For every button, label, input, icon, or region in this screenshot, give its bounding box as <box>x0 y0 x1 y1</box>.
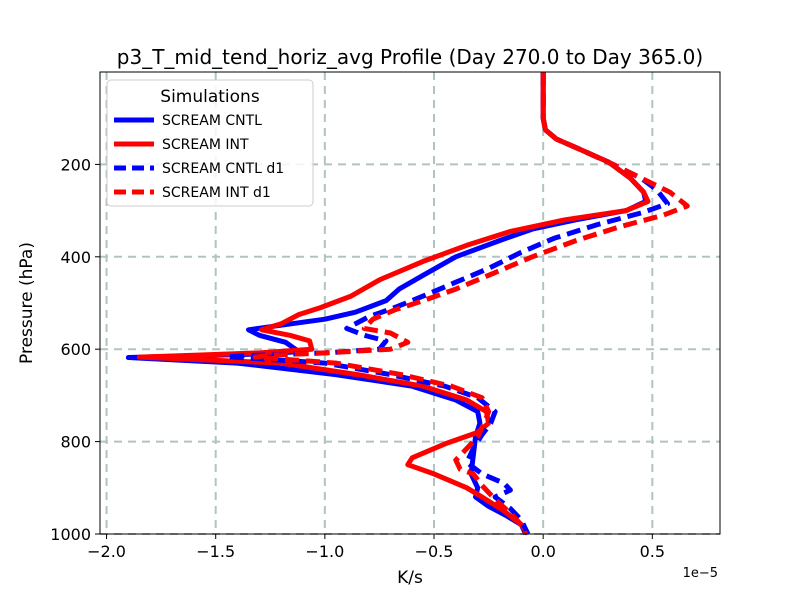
y-tick-label: 800 <box>60 433 91 452</box>
plot-frame <box>99 71 721 535</box>
ticks: −2.0 −1.5 −1.0 −0.5 0.0 0.5 200 400 600 800 1000 <box>50 155 665 561</box>
legend: Simulations SCREAM CNTL SCREAM INT SCREAM … <box>106 79 314 207</box>
series-line-scream-int-d1 <box>252 72 690 536</box>
y-tick-label: 600 <box>60 340 91 359</box>
legend-entry-label: SCREAM INT <box>162 137 249 153</box>
legend-entry-label: SCREAM CNTL <box>162 113 262 129</box>
x-tick-label: −1.0 <box>305 542 344 561</box>
x-offset-label: 1e−5 <box>683 566 718 581</box>
x-tick-label: 0.5 <box>640 542 665 561</box>
x-tick-label: −0.5 <box>415 542 454 561</box>
series-line-scream-int <box>136 72 651 536</box>
y-tick-label: 400 <box>60 248 91 267</box>
series-layer <box>125 72 690 536</box>
x-tick-label: 0.0 <box>530 542 555 561</box>
x-tick-label: −1.5 <box>196 542 235 561</box>
legend-box <box>106 79 314 207</box>
chart-title: p3_T_mid_tend_horiz_avg Profile (Day 270… <box>117 45 703 69</box>
legend-entry-label: SCREAM CNTL d1 <box>162 161 284 177</box>
x-tick-label: −2.0 <box>87 542 126 561</box>
y-axis-label: Pressure (hPa) <box>17 242 37 364</box>
y-tick-label: 1000 <box>50 525 91 544</box>
legend-title: Simulations <box>160 87 260 107</box>
y-tick-label: 200 <box>60 155 91 174</box>
legend-entry-label: SCREAM INT d1 <box>162 185 271 201</box>
x-axis-label: K/s <box>397 568 423 588</box>
